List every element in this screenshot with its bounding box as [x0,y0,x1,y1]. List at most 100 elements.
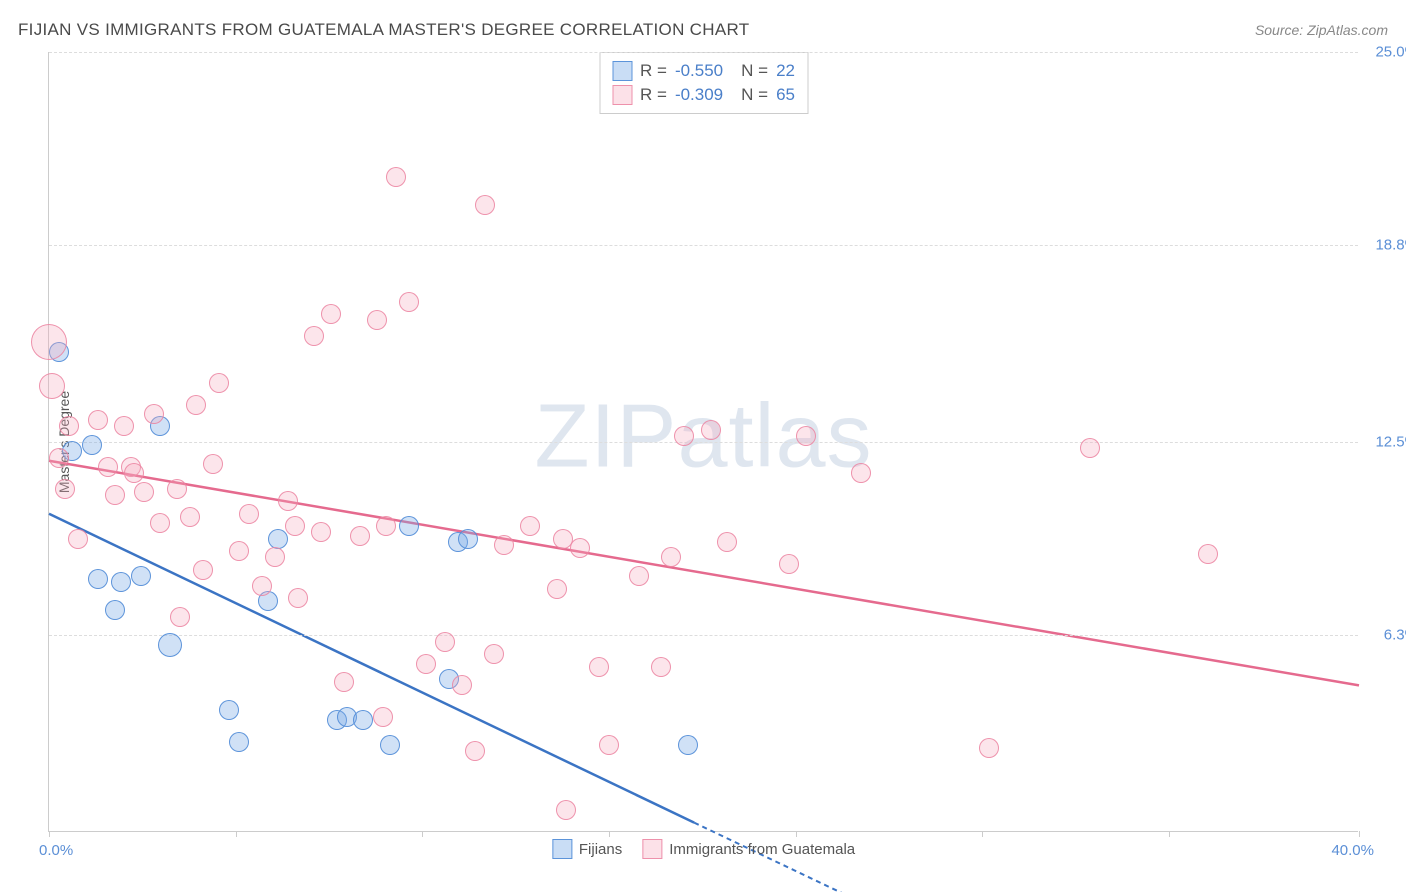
data-point [239,504,259,524]
data-point [186,395,206,415]
data-point [334,672,354,692]
y-tick-label: 6.3% [1363,627,1406,644]
data-point [416,654,436,674]
data-point [599,735,619,755]
x-tick [796,831,797,837]
data-point [796,426,816,446]
data-point [475,195,495,215]
gridline [49,442,1358,443]
y-tick-label: 12.5% [1363,434,1406,451]
x-axis-max-label: 40.0% [1331,842,1374,859]
data-point [209,373,229,393]
data-point [717,532,737,552]
data-point [452,675,472,695]
data-point [589,657,609,677]
data-point [124,463,144,483]
data-point [321,304,341,324]
x-tick [1169,831,1170,837]
data-point [167,479,187,499]
data-point [158,633,182,657]
data-point [288,588,308,608]
data-point [311,522,331,542]
data-point [458,529,478,549]
gridline [49,635,1358,636]
stat-n-value: 65 [776,85,795,105]
data-point [353,710,373,730]
data-point [494,535,514,555]
data-point [180,507,200,527]
data-point [701,420,721,440]
legend-label: Fijians [579,841,622,858]
data-point [131,566,151,586]
data-point [285,516,305,536]
legend-swatch [612,85,632,105]
data-point [350,526,370,546]
data-point [193,560,213,580]
legend-swatch [612,61,632,81]
chart-title: FIJIAN VS IMMIGRANTS FROM GUATEMALA MAST… [18,20,749,40]
data-point [651,657,671,677]
data-point [229,732,249,752]
data-point [979,738,999,758]
data-point [779,554,799,574]
data-point [68,529,88,549]
data-point [105,600,125,620]
x-tick [982,831,983,837]
y-tick-label: 18.8% [1363,237,1406,254]
x-tick [49,831,50,837]
data-point [373,707,393,727]
data-point [1080,438,1100,458]
data-point [556,800,576,820]
data-point [55,479,75,499]
stats-legend-row: R = -0.550N = 22 [612,59,795,83]
data-point [661,547,681,567]
stat-r-label: R = [640,85,667,105]
data-point [399,516,419,536]
data-point [170,607,190,627]
data-point [59,416,79,436]
data-point [465,741,485,761]
data-point [629,566,649,586]
data-point [82,435,102,455]
scatter-chart: Master's Degree ZIPatlas R = -0.550N = 2… [48,52,1358,832]
stat-n-label: N = [741,61,768,81]
data-point [484,644,504,664]
data-point [49,448,69,468]
y-tick-label: 25.0% [1363,44,1406,61]
data-point [39,373,65,399]
data-point [851,463,871,483]
data-point [144,404,164,424]
gridline [49,52,1358,53]
data-point [376,516,396,536]
data-point [520,516,540,536]
gridline [49,245,1358,246]
data-point [268,529,288,549]
data-point [252,576,272,596]
x-tick [422,831,423,837]
x-tick [609,831,610,837]
legend-item: Immigrants from Guatemala [642,839,855,859]
stat-r-label: R = [640,61,667,81]
data-point [367,310,387,330]
data-point [304,326,324,346]
data-point [219,700,239,720]
series-legend: Fijians Immigrants from Guatemala [552,839,855,859]
x-axis-min-label: 0.0% [39,842,73,859]
data-point [547,579,567,599]
data-point [114,416,134,436]
data-point [674,426,694,446]
data-point [570,538,590,558]
data-point [380,735,400,755]
data-point [98,457,118,477]
stat-r-value: -0.309 [675,85,723,105]
data-point [435,632,455,652]
data-point [31,324,67,360]
legend-swatch [642,839,662,859]
data-point [203,454,223,474]
stat-r-value: -0.550 [675,61,723,81]
data-point [265,547,285,567]
data-point [88,410,108,430]
legend-swatch [552,839,572,859]
data-point [134,482,154,502]
data-point [1198,544,1218,564]
